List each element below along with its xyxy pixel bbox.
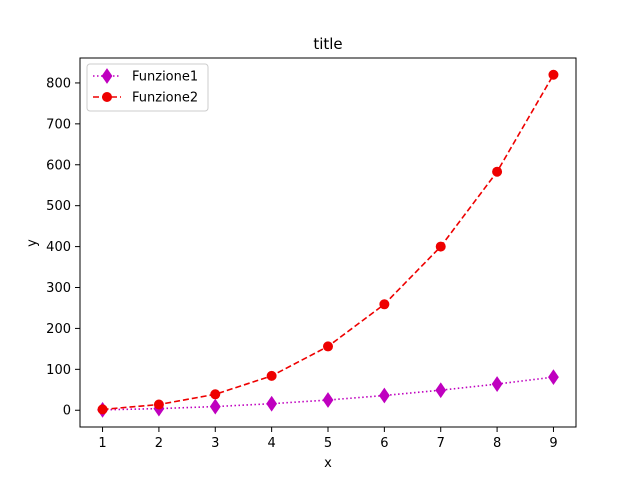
data-point — [379, 299, 390, 310]
data-point — [548, 369, 559, 385]
data-point — [97, 404, 108, 415]
y-tick-label: 300 — [46, 281, 71, 296]
data-point — [266, 395, 278, 412]
series-layer — [97, 69, 559, 418]
y-tick-label: 700 — [46, 117, 71, 132]
y-tick-label: 600 — [46, 158, 71, 173]
legend-label: Funzione2 — [132, 91, 198, 106]
series-line — [102, 376, 554, 411]
x-axis-label: x — [324, 456, 332, 471]
x-tick-label: 1 — [98, 436, 106, 451]
data-point — [435, 382, 447, 399]
data-point — [210, 389, 221, 400]
legend-label: Funzione1 — [132, 70, 198, 85]
data-point — [548, 69, 559, 80]
data-point — [492, 166, 503, 177]
data-point — [153, 399, 164, 410]
x-tick-label: 5 — [324, 436, 332, 451]
data-point — [323, 341, 333, 352]
data-point — [491, 376, 503, 392]
data-point — [209, 398, 221, 415]
x-tick-label: 8 — [493, 436, 501, 451]
legend: Funzione1 Funzione2 — [86, 63, 209, 112]
data-point — [322, 392, 334, 408]
y-tick-label: 200 — [46, 322, 71, 337]
x-tick-label: 7 — [437, 436, 445, 451]
x-tick-label: 4 — [267, 436, 275, 451]
y-tick-label: 400 — [46, 240, 71, 255]
series-1 — [97, 369, 559, 418]
data-point — [378, 387, 390, 404]
legend-marker — [102, 92, 112, 102]
data-point — [435, 241, 446, 252]
legend-entry: Funzione2 — [93, 91, 198, 106]
y-axis-label: y — [25, 239, 40, 247]
ticks-layer: 1 2 3 4 5 6 7 8 9 0 100 200 300 400 500 600 700 800 — [46, 76, 557, 451]
legend-marker — [101, 68, 113, 84]
x-tick-label: 3 — [211, 436, 219, 451]
y-tick-label: 800 — [46, 76, 71, 91]
data-point — [266, 370, 277, 381]
series-2 — [97, 69, 559, 415]
y-tick-label: 0 — [63, 404, 71, 419]
plot-frame — [79, 57, 577, 428]
x-tick-label: 6 — [380, 436, 388, 451]
legend-entry: Funzione1 — [93, 68, 198, 85]
x-tick-label: 9 — [549, 436, 557, 451]
series-line — [102, 74, 555, 411]
y-tick-label: 500 — [46, 199, 71, 214]
x-tick-label: 2 — [155, 436, 163, 451]
chart-title: title — [313, 35, 342, 53]
y-tick-label: 100 — [46, 363, 71, 378]
